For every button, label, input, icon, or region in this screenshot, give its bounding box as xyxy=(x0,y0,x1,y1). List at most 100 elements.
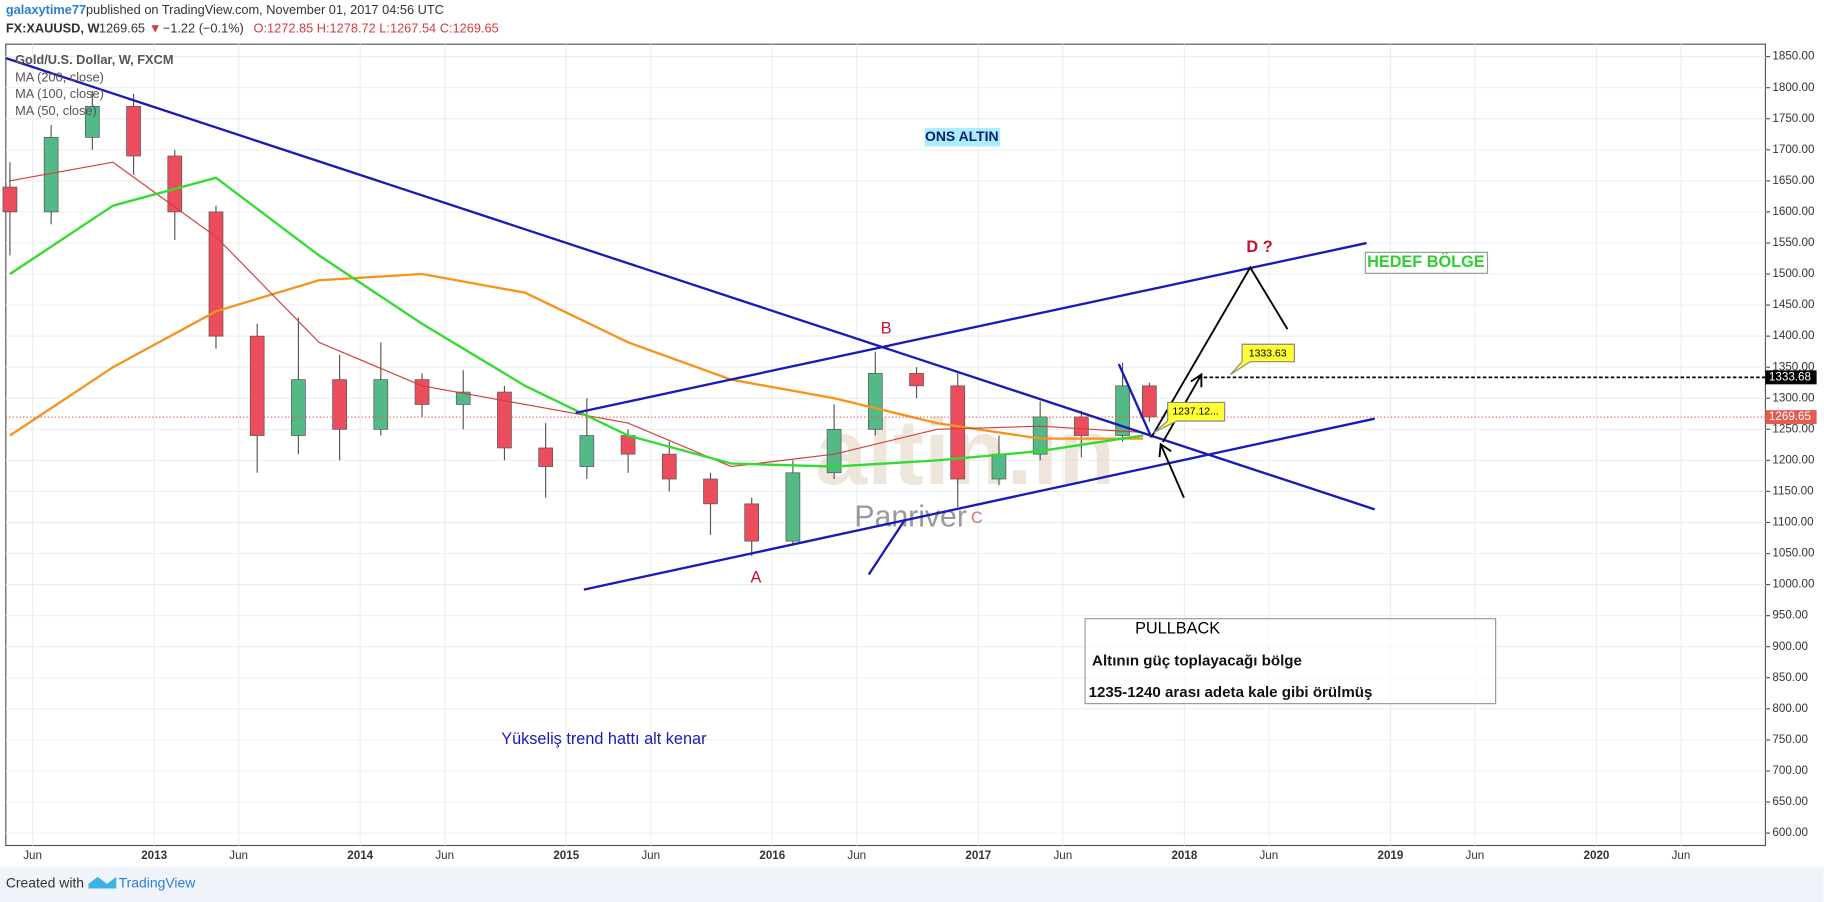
annotation: HEDEF BÖLGE xyxy=(1367,252,1485,271)
arrows xyxy=(1150,265,1289,499)
callout-text: 1333.63 xyxy=(1249,348,1287,359)
x-tick-label: 2016 xyxy=(759,849,785,862)
candle-body xyxy=(455,391,471,405)
annotation: B xyxy=(881,319,892,337)
candle-body xyxy=(703,478,718,505)
projection xyxy=(1150,265,1289,438)
price-badge xyxy=(1765,370,1817,385)
candle-body xyxy=(744,503,760,542)
x-tick-label: Jun xyxy=(1259,849,1278,862)
candle-body xyxy=(85,105,100,138)
footer: Created with xyxy=(6,875,84,891)
candle-body xyxy=(208,211,224,337)
label-bg xyxy=(1364,251,1489,274)
x-tick-label: 2015 xyxy=(553,849,579,862)
x-tick-label: 2019 xyxy=(1377,849,1403,862)
y-tick-label: 1400.00 xyxy=(1772,329,1815,342)
callout xyxy=(1230,343,1296,375)
text-box xyxy=(1084,618,1497,705)
candle-body xyxy=(497,391,512,449)
x-tick-label: Jun xyxy=(435,849,454,862)
candle-body xyxy=(167,155,183,213)
x-tick-label: 2013 xyxy=(141,849,167,862)
annotation: C xyxy=(971,509,983,527)
x-tick-label: Jun xyxy=(23,849,42,862)
author: galaxytime77 xyxy=(6,2,86,17)
candle-body xyxy=(1074,416,1089,436)
x-tick-label: Jun xyxy=(1053,849,1072,862)
y-tick-label: 1600.00 xyxy=(1772,205,1815,218)
candle-body xyxy=(867,373,883,430)
trendline xyxy=(1117,363,1153,438)
ma-line xyxy=(9,176,1144,468)
y-tick-label: 600.00 xyxy=(1772,826,1808,839)
candle-body xyxy=(826,428,842,474)
candle-body xyxy=(249,335,265,436)
y-tick-label: 1550.00 xyxy=(1772,236,1815,249)
legend-entry: MA (100, close) xyxy=(15,86,104,101)
callout-text: 1237.12... xyxy=(1172,406,1219,417)
candle-body xyxy=(909,373,924,387)
legend-entry: MA (200, close) xyxy=(15,69,104,84)
trendline xyxy=(575,241,1367,415)
price-badge xyxy=(1765,410,1817,425)
arrow-line xyxy=(867,519,906,576)
candle-body xyxy=(785,472,801,542)
annotation: 1235-1240 arası adeta kale gibi örülmüş xyxy=(1089,684,1373,701)
arrow: ▼ xyxy=(149,20,162,35)
candle-body xyxy=(414,379,430,405)
candle-body xyxy=(579,435,595,467)
logo xyxy=(88,876,117,889)
candle-body xyxy=(126,105,141,157)
x-tick-label: 2020 xyxy=(1584,849,1610,862)
watermark2: Panriver xyxy=(854,501,967,534)
x-tick-label: 2018 xyxy=(1171,849,1197,862)
y-tick-label: 1300.00 xyxy=(1772,391,1815,404)
callout xyxy=(1153,401,1226,434)
annotation: Yükseliş trend hattı alt kenar xyxy=(501,730,707,748)
x-tick-label: Jun xyxy=(229,849,248,862)
candle-body xyxy=(538,447,553,467)
candle-body xyxy=(950,385,966,480)
x-tick-label: 2014 xyxy=(347,849,373,862)
y-tick-label: 1100.00 xyxy=(1772,516,1814,529)
chart-title: Gold/U.S. Dollar, W, FXCM xyxy=(15,52,173,67)
x-tick-label: Jun xyxy=(1672,849,1691,862)
trendline xyxy=(583,417,1375,591)
candle-body xyxy=(1115,385,1130,436)
y-tick-label: 1700.00 xyxy=(1772,143,1815,156)
symbol: FX:XAUUSD, W xyxy=(6,20,101,35)
annotation: ONS ALTIN xyxy=(925,128,999,144)
footer-brand: TradingView xyxy=(119,875,197,891)
y-tick-label: 1750.00 xyxy=(1772,112,1815,125)
candle-body xyxy=(1032,416,1048,455)
candle-body xyxy=(373,379,389,430)
arrow-head xyxy=(1158,442,1172,458)
y-tick-label: 1850.00 xyxy=(1772,50,1815,63)
y-tick-label: 950.00 xyxy=(1772,609,1808,622)
price-badge-label: 1333.68 xyxy=(1769,370,1811,383)
price-badge-label: 1269.65 xyxy=(1769,410,1811,423)
arrow-line xyxy=(1159,443,1185,499)
candle-body xyxy=(332,379,347,430)
y-tick-label: 1000.00 xyxy=(1772,578,1815,591)
y-tick-label: 1050.00 xyxy=(1772,547,1815,560)
candle-body xyxy=(1142,385,1157,418)
plot-frame xyxy=(5,43,1767,847)
candle-body xyxy=(2,186,18,213)
y-tick-label: 1350.00 xyxy=(1772,360,1815,373)
ma-line xyxy=(9,272,1144,440)
y-tick-label: 900.00 xyxy=(1772,640,1808,653)
y-tick-label: 1150.00 xyxy=(1772,485,1814,498)
y-tick-label: 1250.00 xyxy=(1772,422,1815,435)
footer-bg xyxy=(0,866,1824,902)
annotation: A xyxy=(751,568,762,586)
trendlines xyxy=(5,57,1376,591)
y-tick-label: 1500.00 xyxy=(1772,267,1815,280)
candle-body xyxy=(620,435,636,455)
candle-body xyxy=(991,453,1007,480)
plot xyxy=(2,90,1766,557)
x-tick-label: Jun xyxy=(1466,849,1485,862)
